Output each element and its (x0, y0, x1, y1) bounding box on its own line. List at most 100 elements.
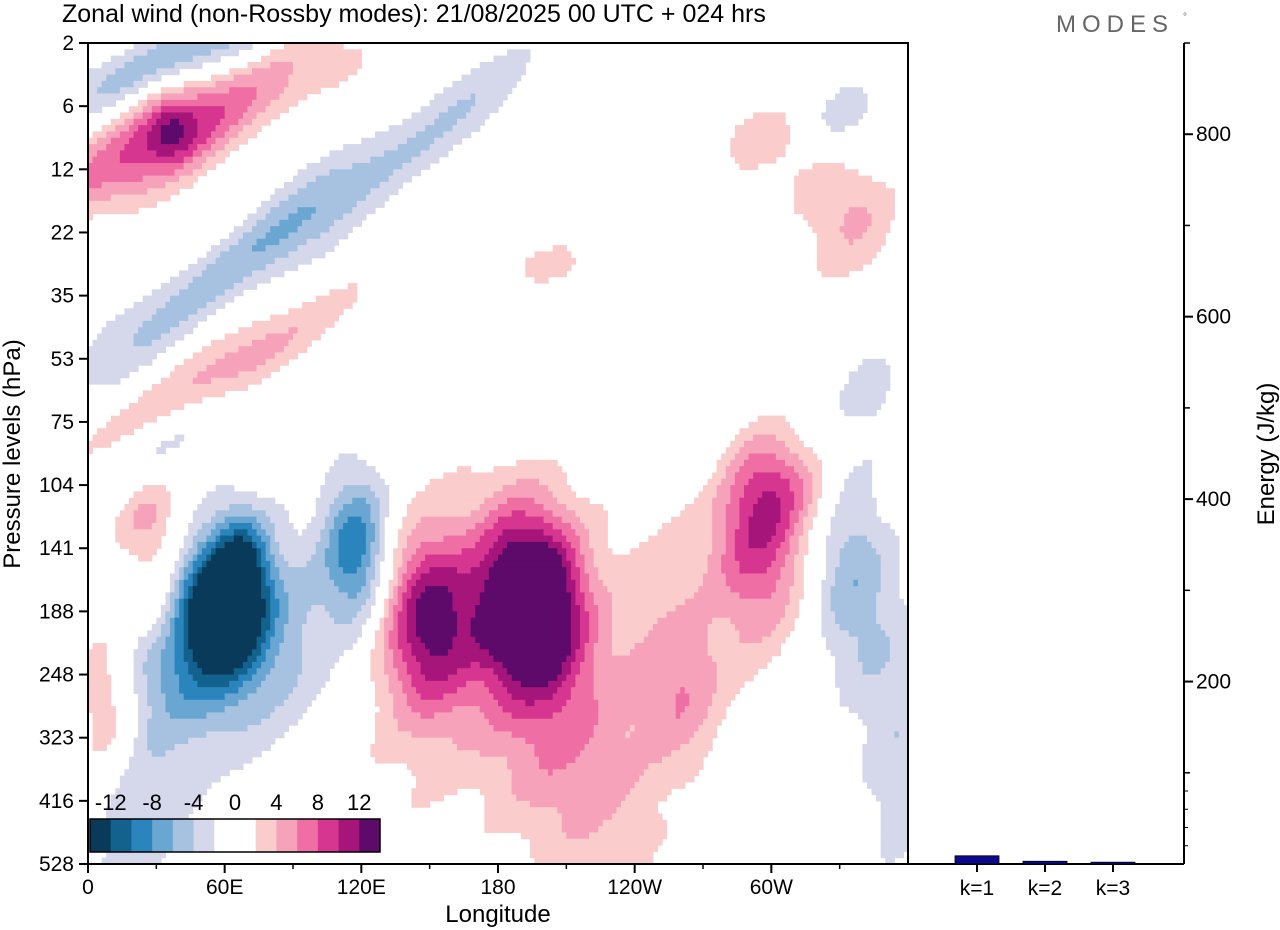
heatmap-cell (862, 232, 886, 240)
heatmap-cell (611, 649, 631, 657)
heatmap-cell (119, 541, 162, 549)
heatmap-cell (356, 200, 385, 208)
heatmap-cell (229, 87, 258, 95)
heatmap-cell (593, 693, 677, 701)
heatmap-cell (388, 674, 399, 682)
heatmap-cell (192, 276, 244, 284)
heatmap-cell (402, 605, 408, 612)
heatmap-cell (780, 510, 791, 518)
heatmap-cell (110, 118, 126, 126)
heatmap-cell (561, 554, 567, 562)
heatmap-cell (274, 522, 294, 530)
colorbar-swatch (172, 819, 195, 852)
heatmap-cell (288, 194, 367, 202)
heatmap-cell (206, 560, 258, 568)
heatmap-cell (151, 106, 162, 114)
heatmap-cell (270, 624, 276, 631)
heatmap-cell (580, 642, 586, 650)
heatmap-cell (174, 598, 180, 606)
heatmap-cell (675, 693, 690, 701)
heatmap-cell (397, 624, 408, 631)
heatmap-cell (416, 598, 454, 606)
heatmap-cell (192, 592, 262, 600)
heatmap-cell (188, 668, 203, 676)
heatmap-cell (206, 137, 217, 145)
heatmap-cell (88, 693, 112, 701)
heatmap-cell (789, 598, 800, 606)
heatmap-cell (725, 504, 741, 511)
heatmap-cell (552, 712, 599, 720)
heatmap-cell (252, 674, 267, 682)
heatmap-cell (147, 630, 162, 638)
heatmap-cell (420, 712, 435, 720)
heatmap-cell (297, 188, 372, 196)
heatmap-cell (821, 630, 850, 638)
heatmap-cell (689, 737, 713, 745)
heatmap-cell (853, 579, 859, 587)
heatmap-cell (183, 630, 189, 638)
y-tick-label: 53 (51, 348, 74, 371)
heatmap-cell (689, 699, 713, 707)
heatmap-cell (379, 516, 385, 524)
heatmap-cell (470, 68, 526, 76)
heatmap-cell (589, 541, 608, 549)
heatmap-cell (174, 611, 180, 619)
heatmap-cell (252, 504, 285, 511)
heatmap-cell (397, 541, 408, 549)
heatmap-cell (115, 125, 130, 133)
heatmap-cell (88, 207, 139, 215)
heatmap-cell (370, 560, 376, 568)
heatmap-cell (452, 636, 476, 644)
heatmap-cell (862, 661, 886, 669)
heatmap-cell (375, 491, 390, 499)
heatmap-cell (133, 510, 157, 518)
heatmap-cell (288, 605, 312, 612)
heatmap-cell (283, 636, 303, 644)
heatmap-cell (179, 605, 185, 612)
heatmap-cell (365, 548, 372, 556)
heatmap-cell (785, 605, 800, 612)
heatmap-cell (511, 693, 554, 701)
heatmap-cell (739, 567, 768, 575)
heatmap-cell (393, 548, 403, 556)
heatmap-cell (183, 567, 194, 575)
y-tick-label: 104 (39, 474, 74, 497)
heatmap-cell (880, 800, 908, 808)
heatmap-cell (406, 541, 422, 549)
heatmap-cell (789, 522, 795, 530)
heatmap-cell (256, 238, 280, 246)
heatmap-cell (771, 560, 786, 568)
heatmap-cell (270, 567, 280, 575)
heatmap-cell (475, 99, 504, 107)
heatmap-cell (639, 775, 695, 783)
heatmap-cell (315, 510, 331, 518)
heatmap-cell (470, 510, 490, 518)
heatmap-cell (297, 680, 326, 688)
heatmap-cell (794, 579, 804, 587)
heatmap-cell (507, 687, 558, 695)
heatmap-cell (397, 529, 413, 537)
heatmap-cell (252, 661, 262, 669)
heatmap-cell (92, 156, 121, 164)
heatmap-cell (311, 213, 344, 221)
heatmap-cell (630, 788, 672, 796)
heatmap-cell (826, 99, 868, 107)
heatmap-cell (744, 491, 763, 499)
heatmap-cell (580, 630, 590, 638)
heatmap-cell (429, 99, 458, 107)
heatmap-cell (479, 535, 499, 543)
heatmap-cell (265, 213, 290, 221)
heatmap-cell (365, 522, 376, 530)
heatmap-cell (197, 567, 203, 575)
heatmap-cell (88, 156, 94, 164)
energy-bar (1022, 860, 1068, 865)
heatmap-cell (138, 699, 148, 707)
heatmap-cell (133, 118, 148, 126)
heatmap-cell (179, 680, 198, 688)
heatmap-cell (885, 630, 908, 638)
heatmap-cell (375, 522, 381, 530)
heatmap-cell (379, 504, 390, 511)
heatmap-cell (261, 630, 267, 638)
heatmap-cell (375, 630, 385, 638)
